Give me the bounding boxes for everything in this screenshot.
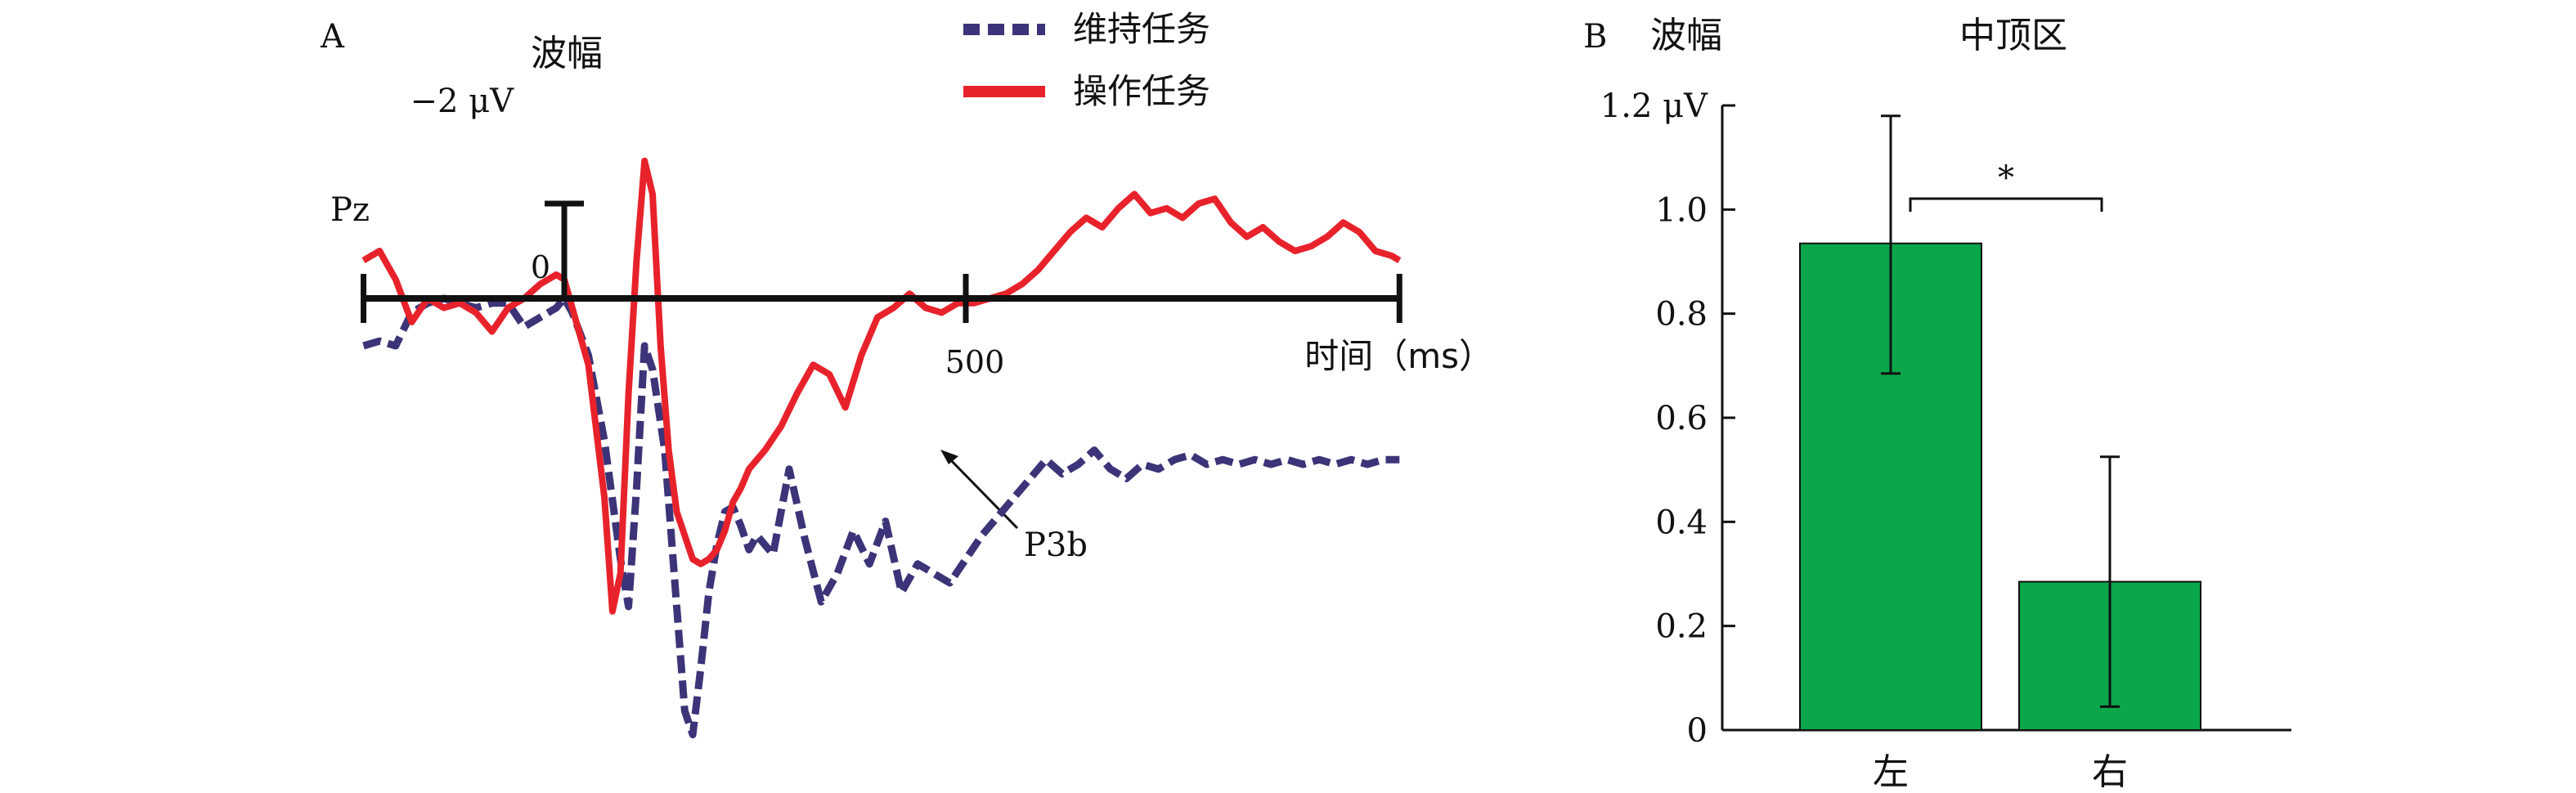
panel-b-y-tick-label: 0: [1687, 712, 1708, 750]
panel-b-bars: 0 0.2 0.4 0.6 0.8 1.0 1.2 μV 左 右 *: [1600, 87, 2291, 793]
legend-label-operate: 操作任务: [1073, 71, 1210, 111]
legend-label-maintain: 维持任务: [1073, 9, 1210, 49]
panel-b-title: 中顶区: [1959, 15, 2067, 56]
panel-b-y-title: 波幅: [1650, 15, 1722, 56]
p3b-annotation: P3b: [1024, 526, 1088, 564]
panel-a-letter: A: [320, 18, 345, 56]
panel-b-letter: B: [1583, 18, 1607, 56]
panel-b-y-tick-label: 1.0: [1655, 191, 1708, 229]
series-line-maintain: [362, 294, 1400, 739]
panel-a-x-title: 时间（ms）: [1304, 336, 1493, 376]
electrode-label: Pz: [330, 191, 370, 229]
category-label-right: 右: [2092, 751, 2128, 793]
p3b-arrow: [945, 454, 1019, 530]
significance-marker: *: [1998, 159, 2014, 197]
panel-b-y-tick-label: 0.6: [1655, 400, 1708, 437]
panel-b-y-tick-label: 1.2 μV: [1600, 87, 1708, 125]
panel-b-y-tick-label: 0.4: [1655, 504, 1708, 541]
significance-bracket: [1909, 197, 2103, 212]
series-line-operate: [361, 157, 1402, 615]
panel-a-y-title: 波幅: [531, 33, 603, 74]
x-tick-label-500: 500: [945, 344, 1005, 380]
panel-a-waveforms: [361, 157, 1402, 739]
panel-a-axes: [361, 200, 1402, 323]
panel-b-y-tick-label: 0.8: [1655, 296, 1708, 334]
panel-b-y-tick-label: 0.2: [1655, 608, 1708, 646]
panel-a-y-tick-label: −2 μV: [410, 83, 514, 120]
p3b-arrowhead: [940, 450, 958, 464]
category-label-left: 左: [1873, 751, 1909, 793]
